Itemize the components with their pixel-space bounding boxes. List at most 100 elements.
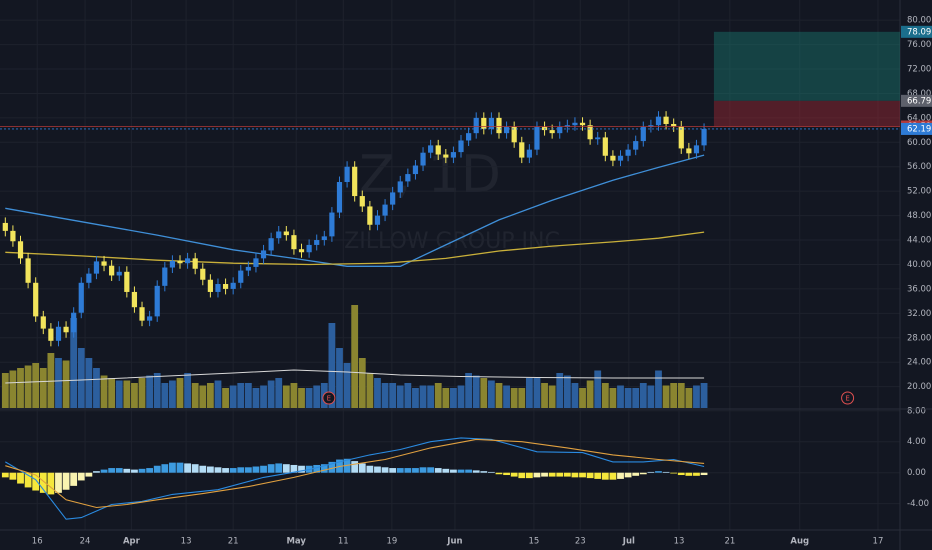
y-tick-label: 56.00 [907,162,931,172]
macd-histogram-bar [55,472,62,493]
volume-bar [184,373,191,408]
macd-histogram-bar [662,471,670,473]
macd-histogram-bar [594,472,602,479]
candle-body [344,166,350,183]
candle-body [511,127,517,143]
volume-bar [358,358,366,408]
volume-bar [510,388,518,408]
candle-body [374,215,381,225]
event-label: E [327,395,331,403]
volume-bar [487,380,495,408]
macd-histogram-bar [487,471,495,473]
macd-histogram-bar [32,472,40,491]
volume-bar [336,348,343,408]
macd-histogram-bar [624,472,632,478]
candle-body [549,130,555,134]
candle-body [222,284,229,289]
volume-bar [17,368,24,408]
macd-histogram-bar [450,469,457,473]
volume-bar [313,385,321,408]
volume-bar [685,388,693,408]
macd-histogram-bar [184,463,191,473]
macd-histogram-bar [252,466,260,473]
volume-bar [244,383,252,408]
candle-body [276,231,282,239]
candle-body [238,270,244,283]
candle-body [686,148,692,154]
y-tick-label: 28.00 [907,333,931,343]
volume-bar [62,360,70,408]
volume-bar [47,353,55,408]
macd-histogram-bar [108,468,116,473]
y-tick-label: 52.00 [907,187,931,197]
candle-body [131,291,138,308]
macd-histogram-bar [457,469,465,473]
candle-body [473,117,479,134]
candle-body [466,133,472,141]
candle-body [25,258,31,283]
volume-bar [77,348,85,408]
y-tick-label: 80.00 [907,16,931,26]
macd-histogram-bar [199,465,207,473]
macd-histogram-bar [24,472,32,488]
volume-bar [169,380,176,408]
candle-body [192,258,198,269]
candle-body [405,174,411,182]
candle-body [298,249,305,253]
volume-bar [290,383,298,408]
candle-body [10,230,16,242]
candle-body [534,127,540,150]
macd-histogram-bar [9,472,17,480]
volume-bar [434,383,442,408]
candle-body [33,282,39,317]
volume-bar [617,385,624,408]
x-tick-label: 21 [724,537,735,547]
macd-line [5,438,705,509]
candle-body [420,152,426,166]
volume-bar [396,385,404,408]
event-label: E [845,395,849,403]
candle-body [352,166,358,197]
volume-bar [693,385,700,408]
macd-histogram-bar [495,472,503,475]
macd-histogram-bar [518,472,526,479]
volume-bar [328,323,336,408]
macd-histogram-bar [541,472,548,477]
candle-body [655,116,662,126]
candle-body [329,212,335,237]
price-label-box [901,94,932,107]
candle-body [321,236,327,241]
volume-bar [533,378,541,408]
volume-bar [601,383,609,408]
volume-bar [662,385,670,408]
volume-bar [275,378,283,408]
macd-histogram-bar [282,464,290,473]
candle-body [488,117,494,129]
macd-histogram-bar [131,469,138,473]
volume-bar [670,383,678,408]
macd-histogram-bar [503,472,510,476]
candle-body [390,192,396,205]
candle-body [101,261,107,266]
price-label-box [901,25,932,38]
volume-bar [624,388,632,408]
candle-body [48,328,54,341]
volume-bar [100,375,108,408]
macd-histogram-bar [138,468,146,473]
volume-bar [412,388,419,408]
price-label: 66.79 [907,96,931,106]
macd-histogram-bar [579,472,586,478]
volume-bar [108,378,116,408]
volume-bar [85,358,93,408]
volume-bar [541,383,548,408]
candle-body [40,316,46,329]
macd-histogram-bar [93,471,100,473]
candle-body [268,238,274,251]
volume-bar [24,365,32,408]
macd-tick-label: 8.00 [907,406,926,416]
macd-histogram-bar [563,472,571,477]
volume-bar [298,388,305,408]
macd-histogram-bar [1,472,9,478]
